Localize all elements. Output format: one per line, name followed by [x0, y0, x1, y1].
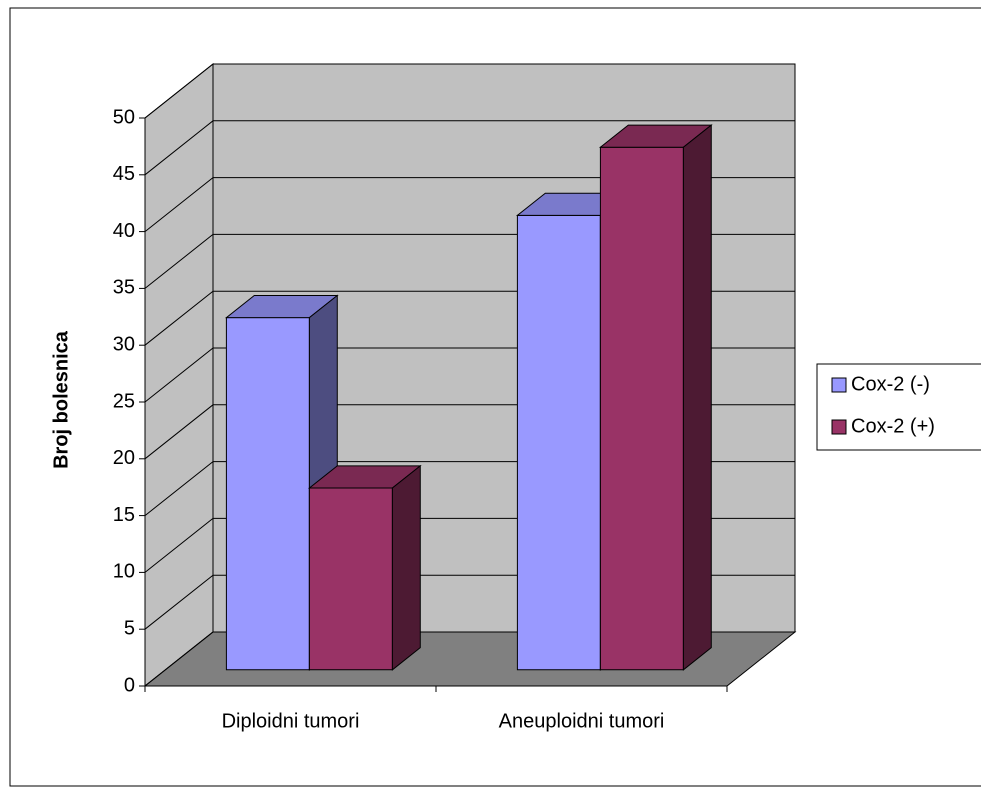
bar-front: [599, 146, 684, 671]
y-tick-label: 10: [113, 561, 135, 583]
y-tick-label: 40: [113, 220, 135, 242]
y-tick-label: 0: [124, 674, 135, 696]
grid-line: [144, 120, 795, 176]
x-tick-label: Diploidni tumori: [222, 710, 360, 732]
y-tick-label: 30: [113, 333, 135, 355]
y-tick-label: 45: [113, 163, 135, 185]
x-tick-label: Aneuploidni tumori: [499, 710, 665, 732]
legend-label: Cox-2 (-): [851, 373, 930, 395]
y-tick-label: 15: [113, 504, 135, 526]
bar-side: [682, 124, 712, 671]
y-tick-label: 5: [124, 617, 135, 639]
y-tick-label: 35: [113, 277, 135, 299]
bar-front: [225, 317, 310, 671]
bar-side: [391, 464, 421, 671]
y-tick-label: 20: [113, 447, 135, 469]
y-axis-label: Broj bolesnica: [50, 330, 72, 469]
y-tick-label: 50: [113, 106, 135, 128]
grid-line: [144, 63, 795, 119]
legend-swatch: [831, 377, 847, 393]
legend-swatch: [831, 419, 847, 435]
y-tick-label: 25: [113, 390, 135, 412]
bar-front: [308, 487, 393, 671]
bar-front: [516, 214, 601, 671]
legend-label: Cox-2 (+): [851, 415, 935, 437]
